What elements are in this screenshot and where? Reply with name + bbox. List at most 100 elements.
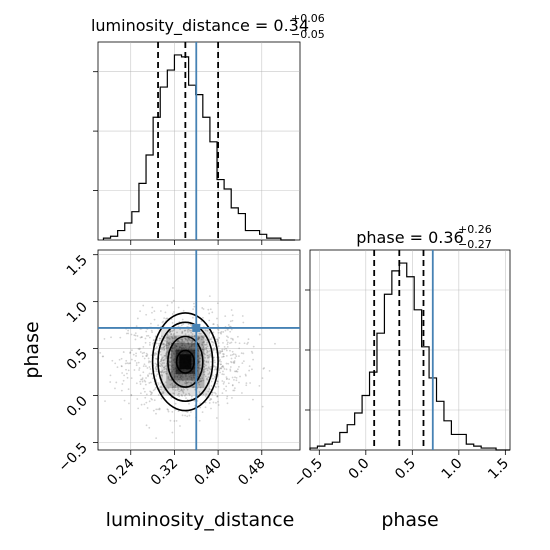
scatter-point	[146, 407, 149, 409]
scatter-point	[163, 366, 165, 369]
scatter-point	[229, 342, 231, 345]
scatter-point	[127, 329, 130, 332]
scatter-point	[191, 379, 194, 382]
tick-label-lum-x-0: 0.24	[104, 455, 137, 488]
scatter-point	[162, 390, 164, 393]
scatter-point	[229, 361, 232, 363]
tick-label-phase-x-4: 1.5	[485, 456, 512, 483]
scatter-point	[191, 339, 194, 342]
scatter-point	[178, 395, 181, 398]
scatter-point	[229, 369, 232, 372]
scatter-point	[210, 338, 213, 341]
scatter-point	[201, 344, 204, 347]
scatter-point	[210, 356, 213, 358]
scatter-point	[170, 318, 173, 321]
scatter-point	[178, 340, 180, 343]
scatter-point	[261, 377, 264, 380]
panel-frame-joint	[97, 249, 301, 451]
scatter-point	[159, 388, 162, 391]
scatter-point	[193, 302, 195, 305]
scatter-point	[123, 374, 126, 377]
scatter-point	[225, 335, 228, 338]
scatter-point	[222, 366, 225, 369]
scatter-point	[139, 310, 141, 313]
scatter-point	[217, 338, 219, 341]
scatter-point	[120, 357, 123, 360]
scatter-point	[216, 395, 219, 398]
scatter-point	[204, 329, 207, 332]
scatter-point	[172, 352, 175, 355]
scatter-point	[134, 334, 137, 337]
scatter-point	[189, 381, 192, 384]
scatter-point	[99, 351, 102, 354]
scatter-point	[142, 387, 145, 390]
scatter-point	[129, 352, 132, 354]
scatter-point	[205, 364, 207, 367]
scatter-point	[183, 347, 185, 350]
scatter-point	[187, 334, 190, 337]
scatter-point	[181, 394, 183, 397]
scatter-point	[141, 352, 144, 355]
scatter-point	[192, 339, 194, 342]
scatter-point	[155, 347, 157, 350]
scatter-point	[198, 336, 201, 339]
scatter-point	[182, 341, 185, 344]
scatter-point	[147, 375, 149, 378]
scatter-point	[145, 352, 148, 355]
scatter-point	[205, 347, 208, 350]
scatter-point	[225, 349, 228, 352]
scatter-point	[166, 304, 169, 307]
scatter-point	[186, 378, 189, 380]
scatter-point	[220, 360, 222, 363]
scatter-point	[186, 339, 189, 341]
scatter-point	[203, 340, 206, 343]
scatter-point	[212, 344, 214, 346]
scatter-point	[217, 404, 220, 406]
scatter-point	[169, 356, 172, 359]
scatter-point	[186, 329, 189, 332]
scatter-point	[226, 345, 229, 348]
scatter-point	[109, 374, 112, 377]
scatter-point	[171, 410, 174, 413]
scatter-point	[185, 382, 188, 384]
scatter-point	[184, 414, 186, 417]
scatter-point	[146, 353, 149, 356]
scatter-point	[149, 390, 152, 393]
scatter-point	[155, 365, 157, 368]
scatter-point	[167, 410, 170, 413]
scatter-point	[218, 369, 221, 371]
scatter-point	[188, 346, 191, 349]
scatter-point	[173, 392, 176, 395]
scatter-point	[170, 353, 173, 356]
scatter-point	[158, 407, 161, 410]
scatter-point	[180, 388, 183, 391]
scatter-point	[173, 376, 176, 379]
scatter-point	[188, 392, 190, 395]
scatter-point	[177, 378, 180, 381]
scatter-point	[174, 386, 177, 389]
scatter-point	[247, 338, 250, 341]
scatter-point	[202, 336, 205, 339]
scatter-point	[218, 336, 221, 339]
scatter-point	[199, 377, 201, 380]
scatter-point	[143, 363, 146, 366]
scatter-point	[203, 353, 206, 355]
scatter-point	[150, 372, 153, 375]
scatter-point	[161, 369, 164, 372]
scatter-point	[197, 355, 200, 358]
scatter-point	[174, 346, 176, 349]
scatter-point	[163, 368, 166, 371]
scatter-point	[140, 336, 143, 338]
scatter-point	[235, 370, 238, 372]
scatter-point	[220, 365, 223, 368]
scatter-point	[217, 400, 219, 403]
scatter-point	[162, 359, 165, 362]
scatter-point	[229, 330, 232, 333]
scatter-point	[239, 375, 241, 378]
scatter-point	[178, 388, 180, 391]
scatter-point	[130, 358, 133, 361]
scatter-point	[145, 401, 148, 404]
scatter-point	[197, 361, 200, 363]
scatter-point	[219, 367, 221, 370]
scatter-point	[173, 420, 176, 422]
